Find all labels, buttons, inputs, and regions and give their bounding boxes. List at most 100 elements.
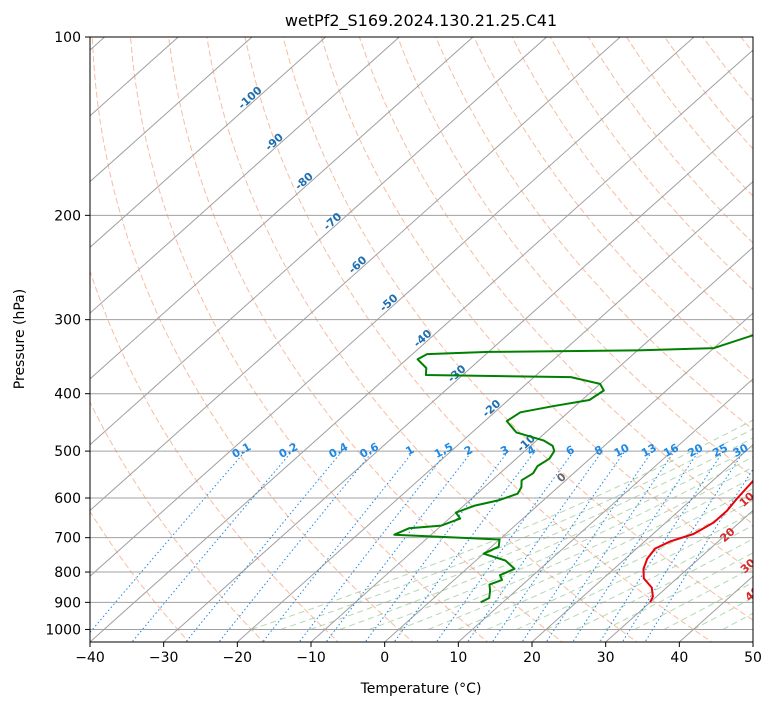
- dry-adiabat-line: [168, 37, 564, 642]
- isotherm-label: -70: [321, 210, 345, 233]
- mixing-ratio-line: [491, 450, 626, 642]
- mixing-ratio-label: 3: [498, 443, 511, 458]
- isotherm-line: [752, 641, 753, 642]
- isotherm-line: [458, 378, 753, 642]
- isotherm-label: -90: [263, 130, 287, 153]
- x-tick-label: 30: [597, 650, 615, 666]
- moist-adiabat-label: 40: [743, 584, 763, 604]
- mixing-ratio-line: [572, 450, 700, 642]
- mixing-ratio-label: 16: [661, 441, 681, 460]
- mixing-ratio-line: [325, 450, 473, 642]
- mixing-ratio-line: [298, 450, 448, 642]
- mixing-ratio-label: 0.6: [358, 440, 382, 461]
- isotherm-line: [310, 246, 753, 642]
- moist-adiabat-label: 10: [737, 489, 757, 509]
- dry-adiabat-line: [90, 269, 339, 642]
- dewpoint-profile-line: [393, 334, 753, 604]
- x-tick-label: 0: [380, 650, 389, 666]
- moist-adiabat-line: [486, 499, 753, 630]
- y-tick-label: 200: [54, 208, 81, 224]
- mixing-ratio-label: 13: [639, 441, 659, 460]
- moist-adiabat-line: [251, 419, 753, 630]
- dry-adiabat-line: [90, 400, 265, 642]
- isotherm-line: [90, 37, 621, 512]
- mixing-ratio-line: [185, 450, 343, 642]
- mixing-ratio-line: [393, 450, 536, 642]
- moist-adiabat-line: [398, 466, 753, 630]
- isotherm-line: [90, 37, 400, 314]
- x-tick-label: −10: [296, 650, 326, 666]
- isotherm-label: -80: [292, 170, 316, 193]
- moist-adiabat-line: [280, 428, 753, 630]
- chart-title: wetPf2_S169.2024.130.21.25.C41: [285, 11, 557, 31]
- isotherm-label: 0: [554, 470, 569, 485]
- isotherm-label: -50: [377, 291, 401, 314]
- moist-adiabat-line: [310, 437, 753, 630]
- dry-adiabat-line: [435, 37, 753, 431]
- mixing-ratio-label: 1.5: [432, 440, 455, 461]
- y-axis-title: Pressure (hPa): [12, 289, 28, 389]
- dry-adiabat-line: [664, 37, 753, 150]
- dry-adiabat-line: [358, 37, 753, 525]
- y-tick-label: 800: [54, 565, 81, 581]
- x-axis-title: Temperature (°C): [360, 681, 482, 697]
- mixing-ratio-label: 20: [686, 441, 706, 460]
- mixing-ratio-line: [364, 450, 509, 642]
- x-tick-label: 40: [670, 650, 688, 666]
- temperature-profile-line: [642, 479, 753, 603]
- isotherm-line: [531, 444, 753, 642]
- mixing-ratio-label: 25: [710, 441, 730, 460]
- dry-adiabat-line: [91, 37, 414, 642]
- dry-adiabat-line: [244, 37, 713, 642]
- isotherm-line: [90, 37, 253, 183]
- mixing-ratio-label: 0.1: [230, 440, 253, 461]
- y-tick-label: 1000: [45, 622, 81, 638]
- y-tick-label: 100: [54, 30, 81, 46]
- isotherm-line: [90, 37, 326, 249]
- mixing-ratio-line: [466, 450, 603, 642]
- mixing-ratio-line: [218, 450, 374, 642]
- mixing-ratio-label: 8: [592, 443, 605, 458]
- dry-adiabat-line: [90, 510, 190, 642]
- moist-adiabat-line: [663, 581, 753, 630]
- mixing-ratio-line: [621, 450, 745, 642]
- mixing-ratio-line: [521, 450, 653, 642]
- x-tick-label: 20: [523, 650, 541, 666]
- x-tick-label: 50: [744, 650, 762, 666]
- mixing-ratio-label: 2: [462, 443, 475, 458]
- mixing-ratio-label: 6: [564, 443, 577, 458]
- isotherm-line: [384, 312, 753, 642]
- x-tick-label: 10: [449, 650, 467, 666]
- mixing-ratio-line: [90, 450, 246, 634]
- mixing-ratio-label: 36: [752, 441, 772, 460]
- dry-adiabat-line: [549, 37, 753, 291]
- mixing-ratio-label: 10: [612, 441, 632, 460]
- isotherm-line: [90, 49, 753, 642]
- dry-adiabat-line: [206, 37, 638, 642]
- isotherm-label: -20: [480, 397, 504, 420]
- mixing-ratio-label: 30: [731, 441, 751, 460]
- x-tick-label: −40: [75, 650, 105, 666]
- mixing-ratio-line: [599, 450, 724, 642]
- mixing-ratio-line: [262, 450, 414, 642]
- y-tick-label: 700: [54, 531, 81, 547]
- isotherm-line: [679, 575, 753, 642]
- x-tick-label: −30: [149, 650, 179, 666]
- dry-adiabat-line: [397, 37, 753, 478]
- moist-adiabat-line: [339, 446, 753, 630]
- moist-adiabat-line: [634, 566, 753, 630]
- isotherm-label: -60: [346, 253, 370, 276]
- isotherm-line: [163, 115, 753, 642]
- mixing-ratio-line: [545, 450, 675, 642]
- moist-adiabat-line: [575, 538, 753, 630]
- plot-frame: [89, 36, 754, 643]
- dry-adiabat-line: [473, 37, 753, 384]
- isotherm-line: [90, 37, 474, 380]
- mixing-ratio-line: [644, 468, 753, 642]
- isotherm-label: -30: [445, 362, 469, 385]
- isotherm-line: [90, 37, 695, 577]
- dry-adiabat-line: [587, 37, 753, 244]
- isotherm-line: [605, 509, 753, 642]
- y-tick-label: 600: [54, 491, 81, 507]
